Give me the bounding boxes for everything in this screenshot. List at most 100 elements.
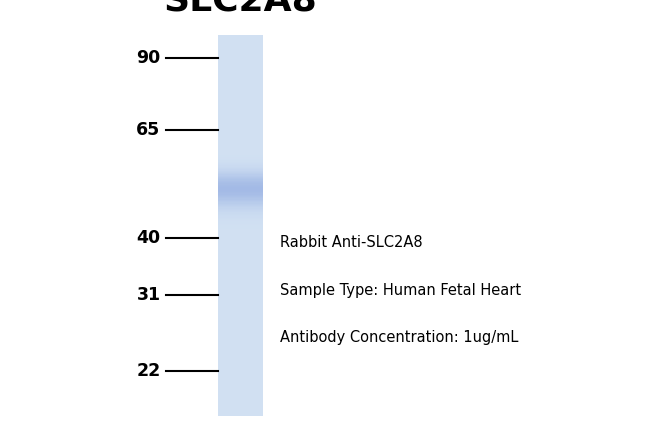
Bar (218, 182, 263, 183)
Bar (218, 104, 263, 106)
Bar (218, 304, 263, 305)
Bar (218, 372, 263, 374)
Bar (218, 75, 263, 77)
Bar (218, 376, 263, 378)
Bar (218, 224, 263, 225)
Bar (218, 375, 263, 376)
Bar (218, 365, 263, 366)
Bar (218, 52, 263, 54)
Bar (218, 178, 263, 179)
Bar (218, 362, 263, 364)
Bar (218, 383, 263, 384)
Bar (218, 409, 263, 410)
Bar (218, 132, 263, 134)
Bar (218, 268, 263, 270)
Bar (218, 357, 263, 359)
Bar (218, 79, 263, 81)
Bar (218, 384, 263, 385)
Bar (218, 66, 263, 68)
Bar (218, 167, 263, 168)
Bar (218, 234, 263, 235)
Bar (218, 275, 263, 276)
Bar (218, 213, 263, 214)
Bar (218, 266, 263, 267)
Bar (218, 388, 263, 389)
Bar (218, 152, 263, 153)
Bar (218, 195, 263, 196)
Bar (218, 272, 263, 273)
Bar (218, 92, 263, 93)
Bar (218, 210, 263, 211)
Bar (218, 82, 263, 83)
Bar (218, 315, 263, 317)
Bar (218, 45, 263, 46)
Bar (218, 242, 263, 243)
Bar (218, 44, 263, 45)
Bar (218, 338, 263, 339)
Bar (218, 343, 263, 345)
Bar (218, 236, 263, 238)
Bar (218, 70, 263, 71)
Bar (218, 101, 263, 102)
Bar (218, 51, 263, 52)
Bar (218, 172, 263, 173)
Bar (218, 361, 263, 362)
Bar (218, 58, 263, 59)
Bar (218, 188, 263, 190)
Bar (218, 146, 263, 148)
Bar (218, 273, 263, 275)
Bar (218, 246, 263, 247)
Text: Antibody Concentration: 1ug/mL: Antibody Concentration: 1ug/mL (280, 330, 518, 345)
Bar (218, 126, 263, 127)
Bar (218, 216, 263, 217)
Bar (218, 257, 263, 258)
Bar (218, 69, 263, 70)
Bar (218, 85, 263, 87)
Bar (218, 90, 263, 92)
Bar (218, 160, 263, 162)
Bar (218, 138, 263, 139)
Bar (218, 271, 263, 272)
Bar (218, 368, 263, 370)
Bar (218, 65, 263, 66)
Bar (218, 235, 263, 236)
Bar (218, 154, 263, 155)
Text: 22: 22 (136, 362, 161, 380)
Bar (218, 341, 263, 342)
Bar (218, 379, 263, 380)
Bar (218, 370, 263, 371)
Bar (218, 192, 263, 194)
Bar (218, 164, 263, 165)
Bar (218, 252, 263, 253)
Bar (218, 134, 263, 135)
Bar (218, 337, 263, 338)
Bar (218, 308, 263, 309)
Bar (218, 290, 263, 291)
Bar (218, 232, 263, 233)
Bar (218, 47, 263, 48)
Bar (218, 219, 263, 220)
Bar (218, 157, 263, 158)
Bar (218, 278, 263, 280)
Bar (218, 265, 263, 266)
Bar (218, 108, 263, 110)
Bar (218, 130, 263, 131)
Bar (218, 366, 263, 368)
Bar (218, 313, 263, 314)
Bar (218, 254, 263, 255)
Bar (218, 261, 263, 262)
Bar (218, 410, 263, 412)
Bar (218, 387, 263, 388)
Bar (218, 402, 263, 403)
Bar (218, 394, 263, 395)
Bar (218, 289, 263, 290)
Bar (218, 262, 263, 263)
Bar (218, 355, 263, 356)
Bar (218, 259, 263, 261)
Bar (218, 123, 263, 125)
Bar (218, 73, 263, 74)
Bar (218, 286, 263, 288)
Bar (218, 163, 263, 164)
Bar (218, 141, 263, 142)
Bar (218, 129, 263, 130)
